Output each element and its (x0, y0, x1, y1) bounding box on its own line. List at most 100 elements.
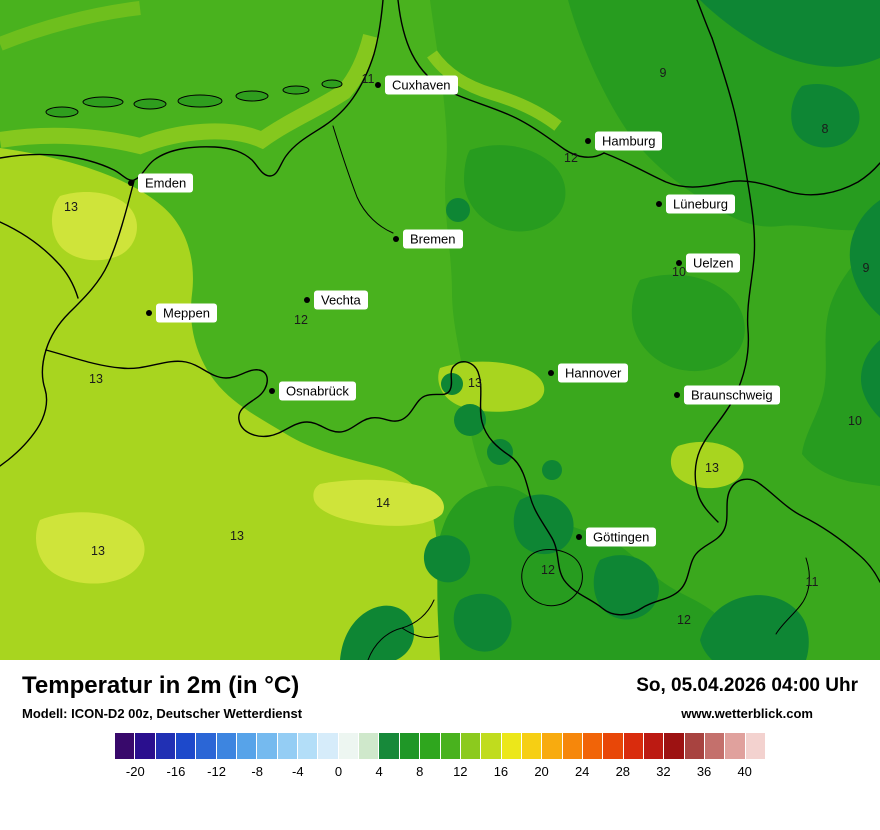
page-title: Temperatur in 2m (in °C) (22, 672, 300, 699)
region-forest-east-edge (849, 200, 880, 316)
region-forest-spot1 (454, 404, 486, 436)
region-forest-spot4 (542, 460, 562, 480)
model-info: Modell: ICON-D2 00z, Deutscher Wetterdie… (22, 706, 303, 721)
legend-color-segment (664, 733, 684, 759)
legend-color-segment (521, 733, 542, 759)
region-cool-lueneburg-heath (631, 274, 745, 372)
legend-color-segment (298, 733, 318, 759)
region-forest-spot2 (487, 439, 513, 465)
legend-color-segment (420, 733, 440, 759)
border-elbe-to-east (603, 152, 880, 196)
island-icon (82, 96, 124, 108)
region-forest-sw (340, 605, 415, 660)
legend-color-segment (582, 733, 603, 759)
legend-tick-label: -8 (251, 764, 263, 779)
legend-color-segment (257, 733, 277, 759)
legend-color-segment (745, 733, 765, 759)
legend-color-segment (684, 733, 704, 759)
region-warm-braunschweig (670, 441, 744, 489)
legend-tick-label: -12 (207, 764, 226, 779)
region-cool-east (802, 238, 880, 486)
border-elbe-east-bank (397, 0, 605, 158)
legend-color-segment (216, 733, 237, 759)
legend-color-segment (643, 733, 664, 759)
legend-color-segment (542, 733, 562, 759)
island-icon (321, 79, 343, 89)
island-icon (177, 94, 223, 108)
legend-color-segment (623, 733, 643, 759)
map-area: Cuxhaven Hamburg Emden Lüneburg Bremen Uelzen… (0, 0, 880, 660)
temperature-legend: -20 -16 -12 -8 -4 0 4 8 12 16 20 24 28 32 36 40 (115, 733, 765, 782)
legend-color-segment (481, 733, 501, 759)
region-forest-bottom-center (453, 593, 512, 652)
region-forest-ne-corner (700, 0, 880, 67)
region-sea-band-corner (0, 1, 141, 51)
legend-tick-label: 40 (737, 764, 752, 779)
legend-tick-label: 0 (334, 764, 343, 779)
region-forest-goettingen2 (593, 555, 659, 620)
legend-tick-label: 8 (416, 764, 424, 779)
region-forest-solling (423, 535, 471, 583)
legend-color-segment (196, 733, 216, 759)
region-forest-harz (700, 595, 809, 660)
temperature-map (0, 0, 880, 660)
panel-left: Temperatur in 2m (in °C) Modell: ICON-D2… (22, 670, 302, 721)
legend-color-segment (155, 733, 176, 759)
border-goettingen-loop (521, 549, 583, 607)
legend-color-segment (399, 733, 420, 759)
website-link[interactable]: www.wetterblick.com (681, 706, 813, 721)
legend-color-segment (359, 733, 379, 759)
legend-color-segment (603, 733, 623, 759)
legend-tick-label: -16 (166, 764, 186, 779)
border-east-top (696, 0, 713, 39)
border-coast-west (0, 0, 384, 182)
border-east (694, 37, 756, 523)
info-panel: Temperatur in 2m (in °C) Modell: ICON-D2… (0, 660, 880, 830)
legend-tick-label: 24 (574, 764, 590, 779)
legend-tick-label: -4 (292, 764, 304, 779)
legend-tick-label: 32 (656, 764, 671, 779)
legend-tick-label: 36 (696, 764, 712, 779)
legend-color-segment (115, 733, 135, 759)
border-bottom-right (775, 557, 810, 635)
forecast-datetime: So, 05.04.2026 04:00 Uhr (636, 675, 858, 696)
legend-tick-label: 12 (453, 764, 468, 779)
region-forest-spot5 (446, 198, 470, 222)
region-pale-14 (313, 479, 444, 526)
legend-tick-label: 4 (375, 764, 383, 779)
legend-tick-label: 16 (493, 764, 509, 779)
legend-color-segment (176, 733, 196, 759)
region-cool-mid (464, 145, 566, 232)
island-icon (45, 106, 79, 118)
legend-color-segment (501, 733, 521, 759)
border-bottom-squiggle (367, 599, 439, 660)
legend-color-segment (440, 733, 460, 759)
panel-right: So, 05.04.2026 04:00 Uhr www.wetterblick… (636, 670, 858, 721)
legend-color-segment (135, 733, 155, 759)
islands (45, 79, 343, 118)
region-warm-hannover (438, 361, 545, 412)
legend-colorbar (115, 733, 765, 759)
island-icon (133, 98, 167, 110)
island-icon (235, 90, 269, 102)
legend-color-segment (704, 733, 725, 759)
region-forest-east-edge2 (860, 340, 880, 418)
legend-color-segment (725, 733, 745, 759)
legend-color-segment (379, 733, 399, 759)
legend-color-segment (318, 733, 338, 759)
legend-color-segment (338, 733, 359, 759)
island-icon (282, 85, 310, 95)
border-netherlands-inner (0, 221, 79, 299)
legend-tick-label: -20 (125, 764, 145, 779)
region-coast-band (0, 33, 379, 155)
region-forest-ne-blob (791, 84, 860, 148)
panel-header: Temperatur in 2m (in °C) Modell: ICON-D2… (22, 670, 858, 721)
region-pale-southwest (36, 512, 145, 584)
legend-tick-label: 20 (534, 764, 549, 779)
region-coast-band-east (427, 50, 562, 131)
river-weser (332, 125, 394, 234)
legend-tick-label: 28 (615, 764, 631, 779)
legend-color-segment (237, 733, 257, 759)
legend-color-segment (277, 733, 298, 759)
